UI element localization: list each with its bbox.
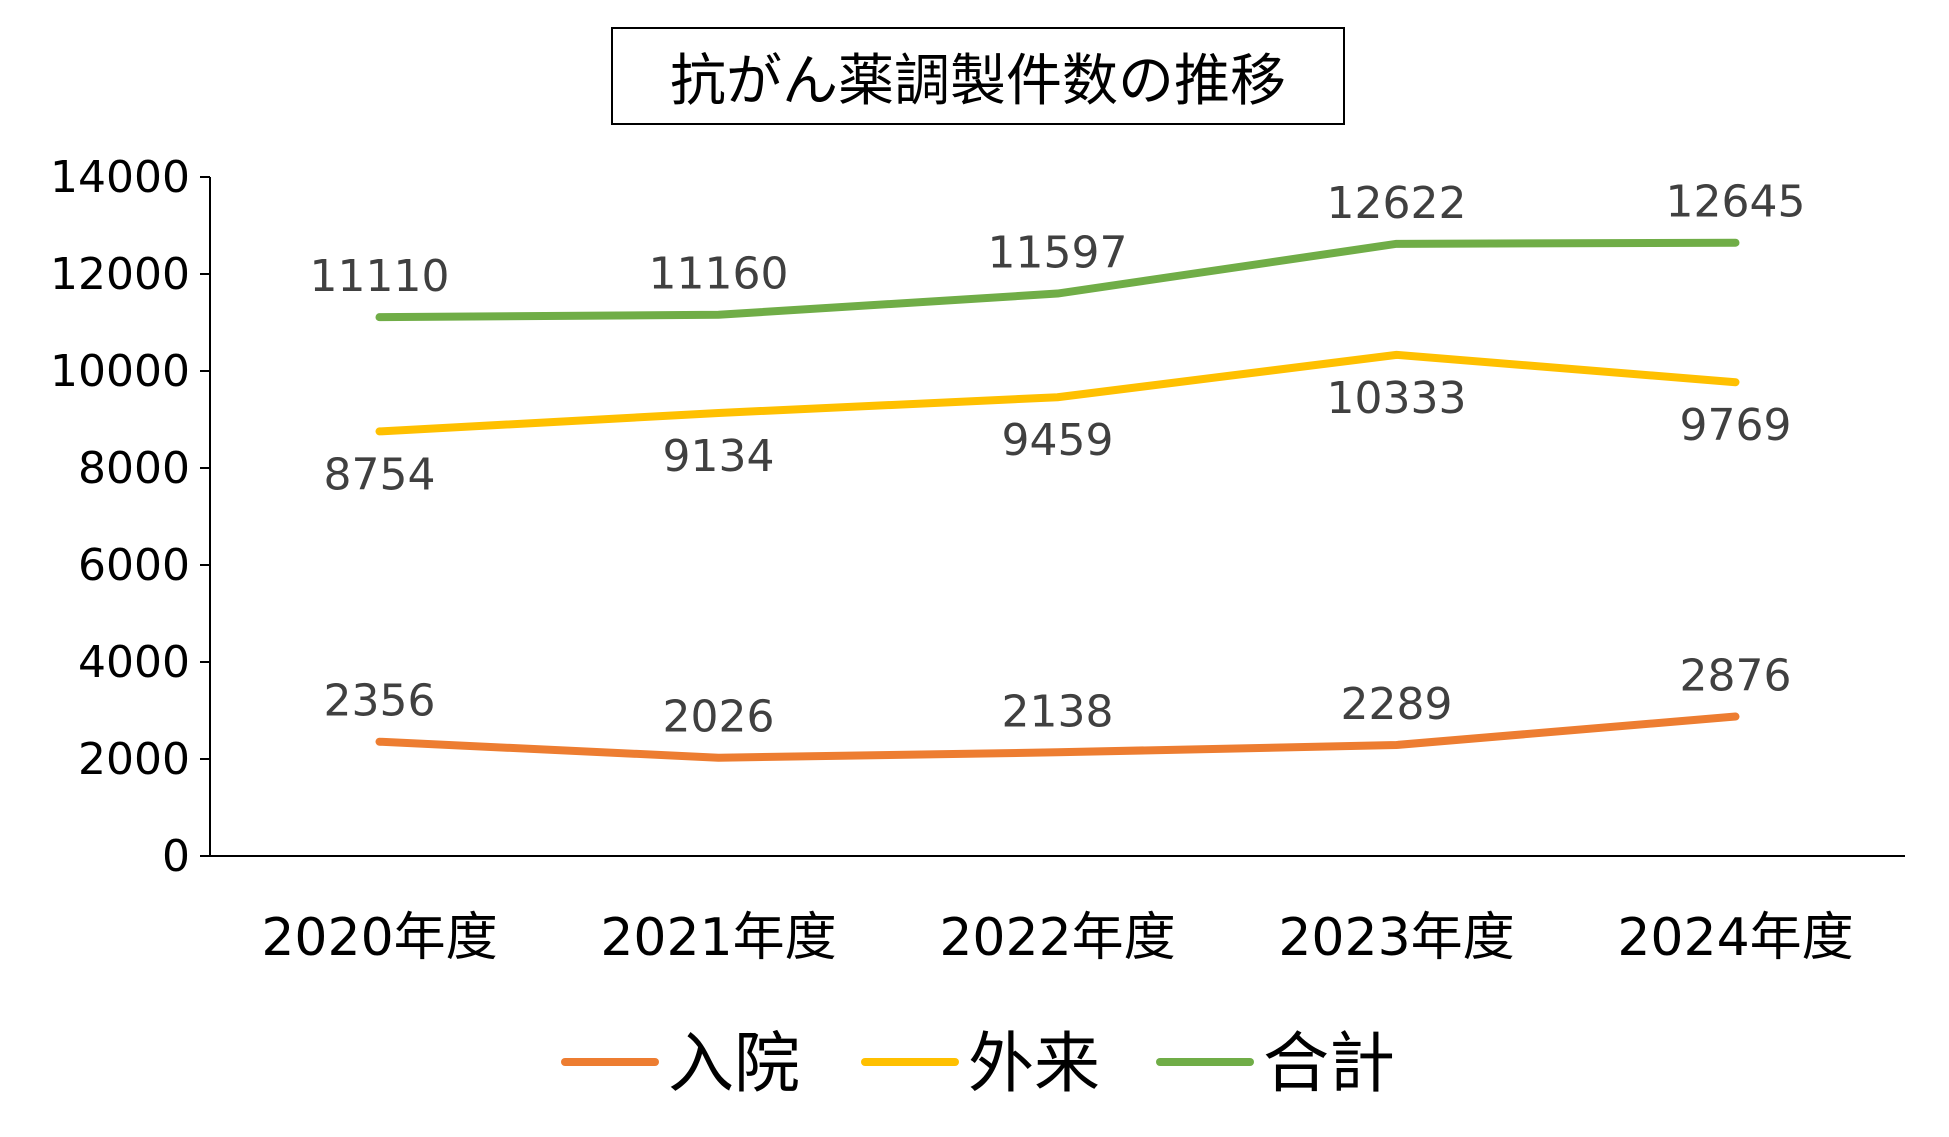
y-tick-label: 2000 [78, 734, 190, 785]
data-label: 2289 [1341, 679, 1453, 730]
data-label: 9769 [1680, 400, 1792, 451]
legend-label: 入院 [668, 1025, 800, 1102]
y-tick-label: 14000 [50, 152, 190, 203]
data-label: 10333 [1327, 373, 1467, 424]
data-label: 11110 [310, 251, 450, 302]
x-tick-label: 2021年度 [600, 908, 836, 968]
data-label: 9459 [1002, 415, 1114, 466]
x-tick-label: 2024年度 [1617, 908, 1853, 968]
x-tick-label: 2022年度 [939, 908, 1175, 968]
data-label: 2356 [324, 676, 436, 727]
legend-label: 合計 [1263, 1025, 1395, 1102]
x-tick-label: 2023年度 [1278, 908, 1514, 968]
data-label: 12645 [1666, 177, 1806, 228]
data-label: 11160 [649, 249, 789, 300]
y-tick-label: 0 [162, 831, 190, 882]
x-tick-label: 2020年度 [261, 908, 497, 968]
legend-label: 外来 [968, 1025, 1100, 1102]
data-label: 11597 [988, 228, 1128, 279]
data-label: 12622 [1327, 178, 1467, 229]
y-tick-label: 8000 [78, 443, 190, 494]
y-tick-label: 10000 [50, 346, 190, 397]
chart-title: 抗がん薬調製件数の推移 [611, 27, 1345, 125]
data-label: 2026 [663, 692, 775, 743]
series-line-外来 [375, 350, 1740, 436]
y-tick-label: 4000 [78, 637, 190, 688]
y-tick-label: 12000 [50, 249, 190, 300]
data-label: 2876 [1680, 651, 1792, 702]
data-label: 9134 [663, 431, 775, 482]
y-tick-label: 6000 [78, 540, 190, 591]
data-label: 2138 [1002, 686, 1114, 737]
data-label: 8754 [324, 449, 436, 500]
series-line-入院 [375, 712, 1740, 762]
series-line-合計 [375, 238, 1740, 322]
